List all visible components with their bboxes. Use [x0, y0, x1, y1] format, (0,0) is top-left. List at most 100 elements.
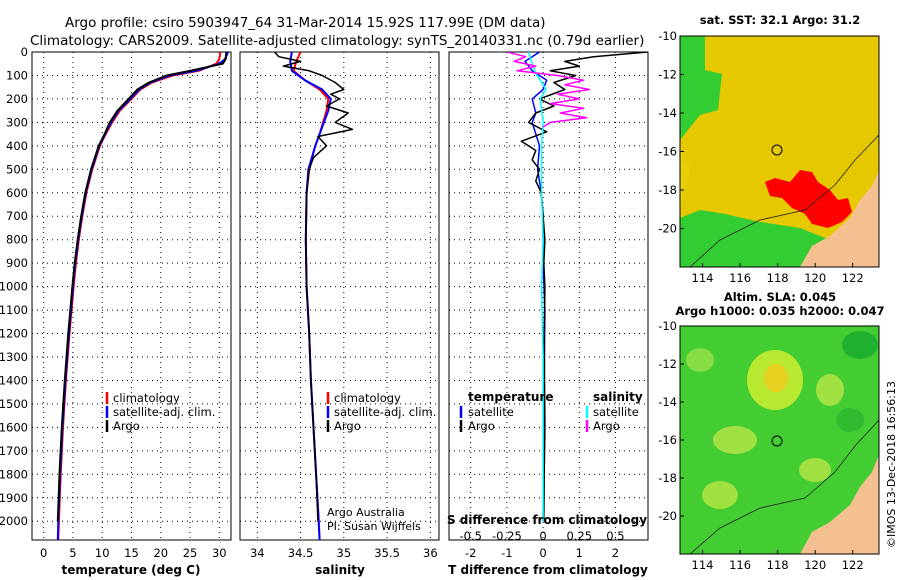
map-y-tick-label: -20 [658, 222, 677, 236]
map-y-tick-label: -16 [658, 433, 677, 447]
sla-low-blob-1 [842, 331, 878, 359]
y-tick-label: 300 [6, 115, 28, 129]
x-tick-label-top: 0.5 [606, 529, 624, 543]
legend-label-climatology: climatology [113, 391, 180, 405]
sla-map-subtitle: Argo h1000: 0.035 h2000: 0.047 [675, 304, 884, 318]
legend-title-temperature: temperature [468, 390, 553, 404]
legend-label-satellite: satellite-adj. clim. [113, 405, 215, 419]
sst-map-field [680, 36, 879, 267]
map-x-tick-label: 116 [729, 558, 751, 572]
sst-map-title: sat. SST: 32.1 Argo: 31.2 [700, 13, 860, 27]
sst-warm-band [680, 150, 690, 210]
legend-label-argo: Argo [334, 419, 361, 433]
y-tick-label: 2000 [0, 514, 28, 528]
x-tick-label: 35 [337, 546, 352, 560]
sst-map-ticks: 114 116 118 120 122 -10 -12 -14 -16 -18 -20 [658, 29, 863, 285]
map-x-tick-label: 118 [767, 271, 789, 285]
salinity-axes-frame [239, 51, 440, 541]
temperature-xlabel: temperature (deg C) [62, 563, 201, 577]
map-y-tick-label: -10 [658, 319, 677, 333]
legend-label-temp-satellite: satellite [468, 405, 514, 419]
map-x-tick-label: 120 [804, 558, 826, 572]
legend-label-satellite: satellite-adj. clim. [334, 405, 436, 419]
y-tick-label: 200 [6, 92, 28, 106]
figure-title-line1: Argo profile: csiro 5903947_64 31-Mar-20… [65, 15, 546, 31]
map-y-tick-label: -14 [658, 106, 677, 120]
x-tick-label: 25 [183, 546, 198, 560]
map-y-tick-label: -16 [658, 145, 677, 159]
x-tick-label: 5 [69, 546, 76, 560]
map-x-tick-label: 122 [842, 558, 864, 572]
series-line-argo [274, 52, 354, 522]
series-line-salinity-argo [506, 52, 591, 128]
x-tick-label: 35.5 [374, 546, 400, 560]
y-tick-label: 1000 [0, 280, 28, 294]
y-tick-label: 0 [21, 45, 28, 59]
salinity-tick-labels: 34 34.5 35 35.5 36 [250, 546, 438, 560]
sla-map: Altim. SLA: 0.045 Argo h1000: 0.035 h200… [658, 290, 884, 572]
t-difference-tick-labels: -2 -1 0 1 2 [465, 546, 619, 560]
x-tick-label: 20 [153, 546, 168, 560]
sla-land [800, 455, 879, 554]
sst-cool-patch-north [680, 36, 722, 140]
sla-low-blob-2 [836, 408, 864, 432]
legend-label-sal-argo: Argo [593, 419, 620, 433]
y-tick-label: 800 [6, 233, 28, 247]
temperature-grid [32, 51, 231, 540]
y-tick-label: 1500 [0, 397, 28, 411]
x-tick-label-top: -0.5 [459, 529, 481, 543]
temperature-series [56, 52, 230, 540]
y-tick-label: 500 [6, 162, 28, 176]
sla-mid-blob-1 [713, 426, 757, 454]
legend-label-sal-satellite: satellite [593, 405, 639, 419]
figure-title-line2: Climatology: CARS2009. Satellite-adjuste… [30, 33, 644, 49]
t-difference-xlabel: T difference from climatology [448, 563, 648, 577]
sla-mid-blob-2 [702, 481, 738, 509]
x-tick-label: 34 [250, 546, 265, 560]
x-tick-label-top: -0.25 [492, 529, 522, 543]
y-tick-label: 1400 [0, 373, 28, 387]
salinity-panel: 34 34.5 35 35.5 36 salinity climatology sate… [239, 51, 440, 577]
map-x-tick-label: 114 [692, 271, 714, 285]
credit-stamp: ©IMOS 13-Dec-2018 16:56:13 [885, 381, 898, 548]
annotation-argo-australia: Argo Australia [327, 506, 405, 519]
y-tick-label: 700 [6, 209, 28, 223]
depth-tick-labels: 0 100 200 300 400 500 600 700 800 900 1000 1100 1200… [0, 45, 28, 528]
sst-cool-patch-south [680, 210, 840, 267]
x-tick-label: 10 [95, 546, 110, 560]
map-x-tick-label: 116 [729, 271, 751, 285]
temperature-legend: climatology satellite-adj. clim. Argo [105, 391, 215, 433]
map-y-tick-label: -18 [658, 471, 677, 485]
salinity-grid [240, 51, 439, 540]
difference-panel: -2 -1 0 1 2 -0.5 -0.25 0 0.25 0.5 T difference f… [447, 51, 649, 577]
x-tick-label: 34.5 [288, 546, 314, 560]
sla-mid-blob-3 [799, 458, 831, 482]
legend-label-climatology: climatology [334, 391, 401, 405]
map-x-tick-label: 120 [804, 271, 826, 285]
temperature-tick-labels: 0 5 10 15 20 25 30 [40, 546, 227, 560]
sla-peak-blob [764, 364, 788, 392]
series-line-satellite-adj-clim- [289, 52, 332, 540]
y-tick-label: 100 [6, 68, 28, 82]
sla-map-title: Altim. SLA: 0.045 [724, 290, 836, 304]
salinity-xlabel: salinity [315, 563, 365, 577]
y-tick-label: 1900 [0, 491, 28, 505]
y-tick-label: 1800 [0, 467, 28, 481]
sla-map-field [680, 326, 879, 554]
series-line-climatology [57, 52, 222, 540]
map-x-tick-label: 114 [692, 558, 714, 572]
map-y-tick-label: -20 [658, 509, 677, 523]
x-tick-label: 0 [40, 546, 47, 560]
sla-map-ticks: 114 116 118 120 122 -10 -12 -14 -16 -18 -20 [658, 319, 863, 572]
s-difference-xlabel: S difference from climatology [447, 513, 647, 527]
x-tick-label: 36 [423, 546, 438, 560]
x-tick-label: 15 [124, 546, 139, 560]
difference-axes-frame [448, 51, 649, 541]
sst-isobath [689, 134, 879, 267]
difference-series [506, 52, 648, 522]
map-y-tick-label: -10 [658, 29, 677, 43]
sst-float-marker [771, 144, 783, 156]
sla-mid-blob-4 [816, 374, 844, 406]
y-tick-label: 1600 [0, 420, 28, 434]
